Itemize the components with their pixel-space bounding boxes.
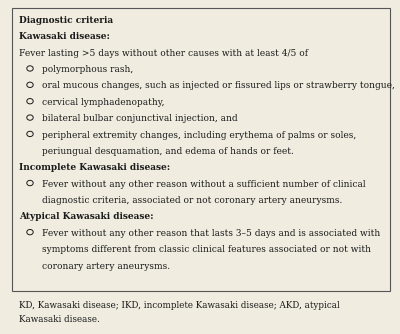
- Text: Atypical Kawasaki disease:: Atypical Kawasaki disease:: [19, 212, 154, 221]
- Text: diagnostic criteria, associated or not coronary artery aneurysms.: diagnostic criteria, associated or not c…: [42, 196, 342, 205]
- FancyBboxPatch shape: [12, 8, 390, 291]
- Text: peripheral extremity changes, including erythema of palms or soles,: peripheral extremity changes, including …: [42, 131, 356, 140]
- Text: Kawasaki disease:: Kawasaki disease:: [19, 32, 110, 41]
- Text: periungual desquamation, and edema of hands or feet.: periungual desquamation, and edema of ha…: [42, 147, 294, 156]
- Text: oral mucous changes, such as injected or fissured lips or strawberry tongue,: oral mucous changes, such as injected or…: [42, 81, 395, 91]
- Text: coronary artery aneurysms.: coronary artery aneurysms.: [42, 262, 170, 271]
- Text: polymorphous rash,: polymorphous rash,: [42, 65, 133, 74]
- Text: Kawasaki disease.: Kawasaki disease.: [19, 315, 100, 324]
- Text: cervical lymphadenopathy,: cervical lymphadenopathy,: [42, 98, 164, 107]
- Text: Diagnostic criteria: Diagnostic criteria: [19, 16, 113, 25]
- Text: symptoms different from classic clinical features associated or not with: symptoms different from classic clinical…: [42, 245, 371, 254]
- Text: Incomplete Kawasaki disease:: Incomplete Kawasaki disease:: [19, 163, 170, 172]
- Text: Fever without any other reason without a sufficient number of clinical: Fever without any other reason without a…: [42, 180, 366, 189]
- Text: bilateral bulbar conjunctival injection, and: bilateral bulbar conjunctival injection,…: [42, 114, 238, 123]
- Text: Fever without any other reason that lasts 3–5 days and is associated with: Fever without any other reason that last…: [42, 229, 380, 238]
- Text: Fever lasting >5 days without other causes with at least 4/5 of: Fever lasting >5 days without other caus…: [19, 49, 308, 58]
- Text: KD, Kawasaki disease; IKD, incomplete Kawasaki disease; AKD, atypical: KD, Kawasaki disease; IKD, incomplete Ka…: [19, 301, 340, 310]
